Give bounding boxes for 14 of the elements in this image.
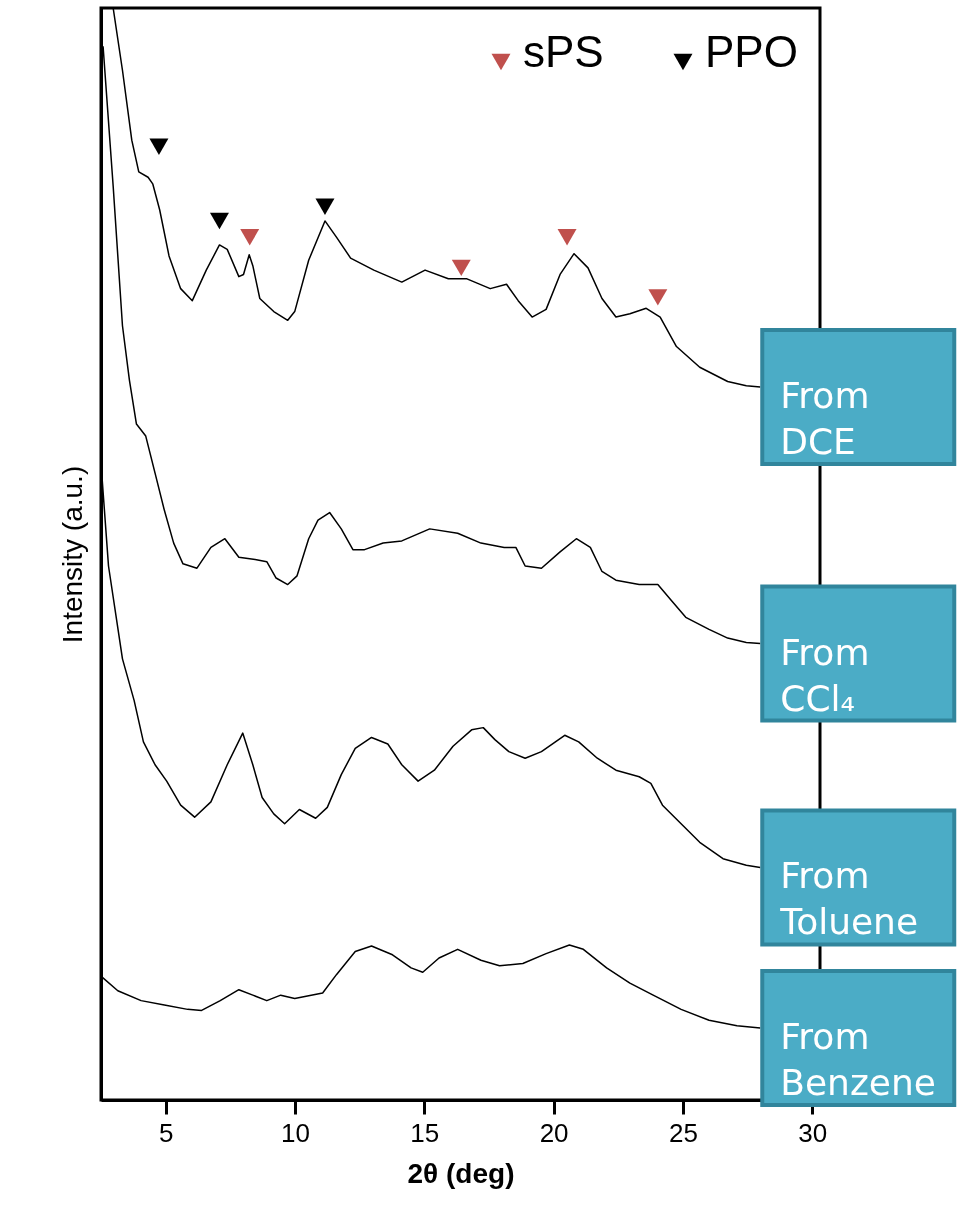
series-label: From Toluene bbox=[779, 855, 919, 943]
series-label: From Benzene bbox=[780, 1015, 936, 1103]
y-axis-title: Intensity (a.u.) bbox=[56, 465, 88, 644]
legend-label: sPS bbox=[523, 27, 604, 76]
x-tick-label: 15 bbox=[410, 1117, 440, 1148]
x-tick-label: 25 bbox=[668, 1117, 698, 1148]
x-tick-label: 10 bbox=[281, 1117, 310, 1148]
series-label: From CCl₄ bbox=[780, 631, 870, 719]
x-tick-label: 20 bbox=[539, 1117, 569, 1148]
x-tick-label: 5 bbox=[158, 1117, 174, 1148]
x-axis-title: 2θ (deg) bbox=[407, 1157, 515, 1189]
series-label: From DCE bbox=[780, 374, 870, 462]
x-tick-label: 30 bbox=[798, 1117, 828, 1148]
legend-label: PPO bbox=[705, 27, 798, 76]
